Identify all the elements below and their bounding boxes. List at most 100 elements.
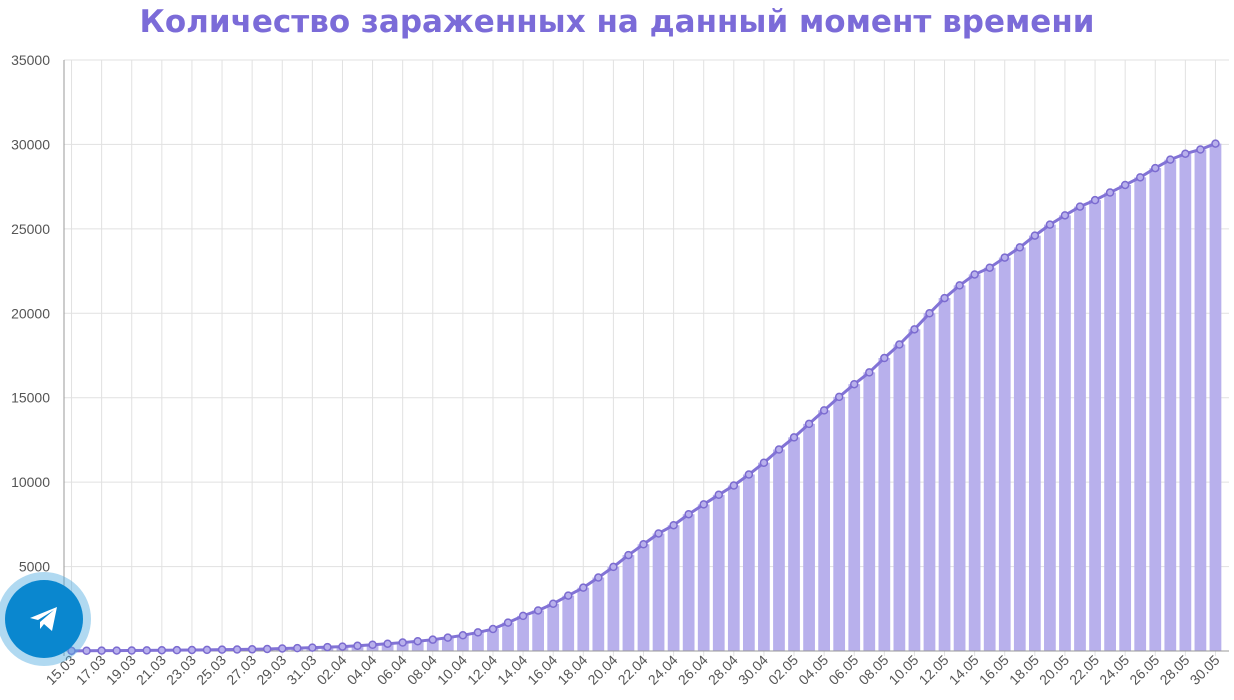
data-point [865, 368, 874, 377]
data-point [503, 618, 513, 627]
data-point [1045, 220, 1055, 229]
data-point [217, 645, 227, 654]
x-tick-label: 19.03 [103, 652, 139, 688]
bar [1119, 184, 1132, 651]
data-point [1181, 149, 1190, 158]
x-tick-label: 30.05 [1186, 652, 1222, 688]
data-point [368, 640, 377, 650]
y-tick-label: 5000 [19, 559, 50, 575]
bar [968, 274, 981, 651]
data-point [834, 392, 844, 402]
data-point [849, 379, 859, 389]
data-point [202, 645, 212, 655]
y-tick-label: 15000 [11, 390, 50, 406]
telegram-button[interactable] [0, 572, 91, 666]
data-point [533, 606, 543, 615]
x-tick-label: 10.05 [885, 652, 921, 688]
x-tick-label: 12.05 [916, 652, 952, 688]
x-tick-label: 22.05 [1066, 652, 1102, 688]
data-point [654, 529, 663, 538]
bar [1209, 143, 1222, 651]
data-point [323, 642, 332, 652]
x-tick-label: 04.04 [344, 652, 380, 688]
telegram-paper-plane-icon [30, 607, 57, 631]
x-tick-labels: 15.0317.0319.0321.0323.0325.0327.0329.03… [43, 652, 1223, 688]
chart-title: Количество зараженных на данный момент в… [139, 4, 1095, 40]
data-point [172, 645, 182, 655]
bar [818, 410, 830, 651]
data-point [1030, 231, 1040, 240]
bar [1179, 153, 1192, 652]
data-point [262, 644, 272, 654]
bar [1059, 215, 1071, 651]
data-point [1090, 195, 1100, 205]
x-tick-label: 31.03 [283, 652, 319, 688]
bars [65, 143, 1222, 652]
x-tick-label: 21.03 [133, 652, 169, 688]
x-tick-label: 04.05 [795, 652, 831, 688]
data-point [579, 583, 588, 592]
bar [1044, 224, 1056, 651]
bar [502, 622, 514, 651]
x-tick-label: 18.05 [1006, 652, 1042, 688]
bar [712, 494, 725, 651]
x-tick-label: 06.05 [825, 652, 861, 688]
bar [577, 587, 590, 651]
data-point [819, 406, 829, 415]
bar [457, 635, 469, 651]
x-tick-label: 08.05 [855, 652, 891, 688]
x-tick-label: 17.03 [73, 652, 109, 688]
data-point [187, 645, 197, 655]
data-point [985, 263, 994, 272]
data-point [880, 353, 889, 363]
data-point [955, 281, 964, 290]
data-point [609, 562, 618, 572]
x-tick-label: 08.04 [404, 652, 440, 688]
bar [773, 449, 785, 651]
data-point [624, 550, 633, 560]
series-points [67, 139, 1220, 656]
y-tick-label: 20000 [11, 305, 50, 321]
x-tick-label: 20.04 [584, 652, 620, 688]
data-point [910, 325, 919, 334]
bar [532, 610, 545, 651]
bar [788, 437, 800, 651]
bar [1194, 149, 1207, 651]
bar [878, 358, 891, 651]
bar [607, 566, 620, 651]
x-tick-label: 29.03 [253, 652, 289, 688]
bar [592, 577, 605, 651]
data-point [1196, 145, 1205, 154]
data-point [1135, 173, 1145, 182]
data-point [82, 646, 91, 655]
bar [1164, 159, 1177, 651]
data-point [67, 646, 76, 656]
data-point [413, 636, 422, 646]
data-point [895, 340, 904, 349]
data-point [127, 646, 136, 655]
x-tick-label: 02.04 [313, 652, 349, 688]
data-point [247, 645, 257, 654]
x-tick-label: 25.03 [193, 652, 229, 688]
data-point [1105, 188, 1115, 197]
data-point [1075, 202, 1085, 211]
data-point [925, 309, 934, 318]
telegram-button-inner[interactable] [5, 580, 83, 658]
bar [682, 514, 695, 651]
y-tick-labels: 05000100001500020000250003000035000 [11, 52, 50, 659]
bar [652, 533, 665, 651]
bar [1028, 235, 1041, 651]
bar [547, 603, 560, 651]
bar [441, 637, 454, 651]
bar [983, 267, 996, 651]
data-point [473, 628, 483, 637]
bar [562, 595, 575, 651]
x-tick-label: 27.03 [223, 652, 259, 688]
data-point [789, 433, 799, 442]
data-point [518, 611, 528, 621]
data-point [398, 638, 407, 647]
bar [1149, 168, 1162, 651]
bar [1104, 192, 1116, 651]
data-point [1211, 139, 1220, 148]
data-point [804, 419, 814, 429]
